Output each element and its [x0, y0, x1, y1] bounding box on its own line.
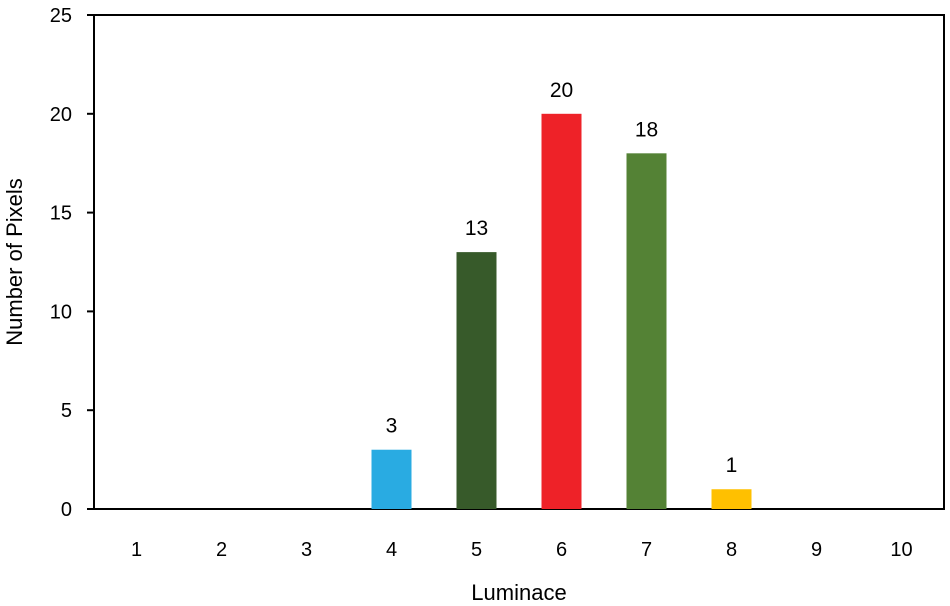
x-tick-label: 10 — [890, 539, 912, 561]
bar-5 — [456, 252, 497, 509]
x-tick-label: 4 — [386, 539, 397, 561]
data-label-6: 20 — [550, 79, 573, 102]
x-tick-label: 2 — [216, 539, 227, 561]
bar-8 — [711, 489, 752, 509]
x-axis-title: Luminace — [471, 580, 566, 605]
x-tick-label: 5 — [471, 539, 482, 561]
y-tick-label: 20 — [50, 104, 72, 126]
data-label-8: 1 — [726, 454, 738, 477]
data-label-4: 3 — [386, 415, 398, 438]
y-tick-label: 25 — [50, 5, 72, 27]
y-tick-label: 5 — [61, 400, 72, 422]
y-tick-label: 0 — [61, 499, 72, 521]
x-tick-label: 7 — [641, 539, 652, 561]
plot-frame — [93, 14, 945, 510]
data-label-7: 18 — [635, 118, 658, 141]
y-axis-title: Number of Pixels — [2, 178, 27, 346]
x-tick-label: 6 — [556, 539, 567, 561]
bars — [371, 113, 752, 510]
bar-4 — [371, 449, 412, 509]
x-tick-label: 1 — [131, 539, 142, 561]
x-tick-label: 9 — [811, 539, 822, 561]
x-tick-label: 8 — [726, 539, 737, 561]
y-tick-label: 10 — [50, 301, 72, 323]
y-tick-label: 15 — [50, 203, 72, 225]
data-label-5: 13 — [465, 217, 488, 240]
y-axis: 0 5 10 15 20 25 — [50, 5, 94, 521]
bar-6 — [541, 113, 582, 510]
x-axis: 1 2 3 4 5 6 7 8 9 10 — [131, 539, 913, 561]
bar-7 — [626, 153, 667, 509]
x-tick-label: 3 — [301, 539, 312, 561]
data-labels: 3 13 20 18 1 — [386, 79, 738, 477]
